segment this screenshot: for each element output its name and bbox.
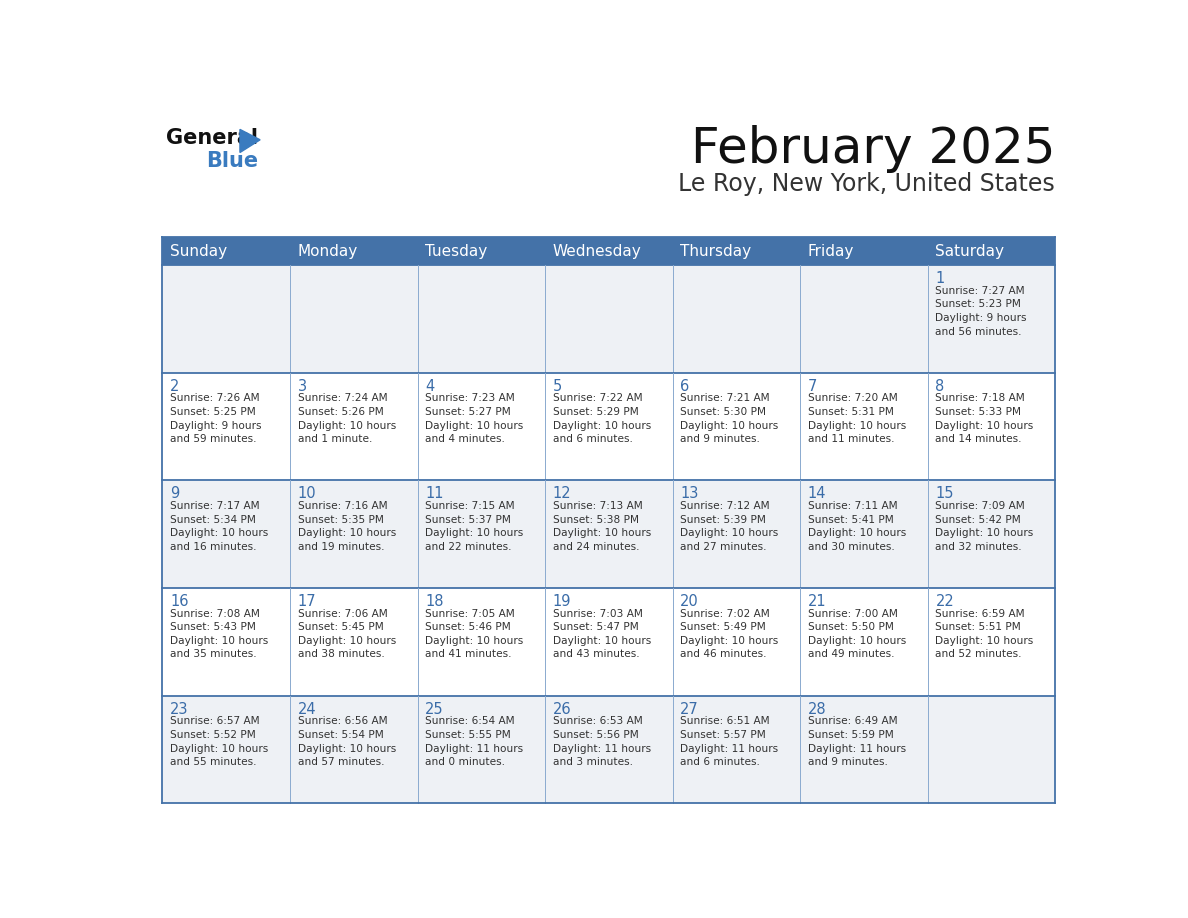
- Text: Wednesday: Wednesday: [552, 243, 642, 259]
- Text: 13: 13: [681, 487, 699, 501]
- Bar: [290, 237, 417, 265]
- Text: 25: 25: [425, 701, 444, 717]
- Text: 4: 4: [425, 379, 435, 394]
- Text: Sunrise: 7:18 AM
Sunset: 5:33 PM
Daylight: 10 hours
and 14 minutes.: Sunrise: 7:18 AM Sunset: 5:33 PM Dayligh…: [935, 394, 1034, 444]
- Text: 15: 15: [935, 487, 954, 501]
- Text: 14: 14: [808, 487, 827, 501]
- Text: Friday: Friday: [808, 243, 854, 259]
- Text: 19: 19: [552, 594, 571, 609]
- Text: 5: 5: [552, 379, 562, 394]
- Polygon shape: [240, 129, 260, 152]
- Text: Sunrise: 7:05 AM
Sunset: 5:46 PM
Daylight: 10 hours
and 41 minutes.: Sunrise: 7:05 AM Sunset: 5:46 PM Dayligh…: [425, 609, 524, 659]
- Text: 18: 18: [425, 594, 444, 609]
- Text: Sunrise: 7:02 AM
Sunset: 5:49 PM
Daylight: 10 hours
and 46 minutes.: Sunrise: 7:02 AM Sunset: 5:49 PM Dayligh…: [681, 609, 778, 659]
- Text: 8: 8: [935, 379, 944, 394]
- Text: 28: 28: [808, 701, 827, 717]
- Text: February 2025: February 2025: [690, 125, 1055, 173]
- Text: Thursday: Thursday: [681, 243, 752, 259]
- Text: Sunrise: 7:11 AM
Sunset: 5:41 PM
Daylight: 10 hours
and 30 minutes.: Sunrise: 7:11 AM Sunset: 5:41 PM Dayligh…: [808, 501, 906, 552]
- Text: Sunrise: 6:57 AM
Sunset: 5:52 PM
Daylight: 10 hours
and 55 minutes.: Sunrise: 6:57 AM Sunset: 5:52 PM Dayligh…: [170, 716, 268, 767]
- Text: 22: 22: [935, 594, 954, 609]
- Text: Sunrise: 7:03 AM
Sunset: 5:47 PM
Daylight: 10 hours
and 43 minutes.: Sunrise: 7:03 AM Sunset: 5:47 PM Dayligh…: [552, 609, 651, 659]
- Bar: [545, 237, 672, 265]
- Bar: [928, 237, 1055, 265]
- Bar: [163, 373, 1055, 480]
- Text: Sunrise: 7:23 AM
Sunset: 5:27 PM
Daylight: 10 hours
and 4 minutes.: Sunrise: 7:23 AM Sunset: 5:27 PM Dayligh…: [425, 394, 524, 444]
- Text: Sunrise: 7:00 AM
Sunset: 5:50 PM
Daylight: 10 hours
and 49 minutes.: Sunrise: 7:00 AM Sunset: 5:50 PM Dayligh…: [808, 609, 906, 659]
- Text: 1: 1: [935, 271, 944, 286]
- Bar: [801, 237, 928, 265]
- Text: Sunrise: 6:54 AM
Sunset: 5:55 PM
Daylight: 11 hours
and 0 minutes.: Sunrise: 6:54 AM Sunset: 5:55 PM Dayligh…: [425, 716, 524, 767]
- Text: Monday: Monday: [298, 243, 358, 259]
- Text: 10: 10: [298, 487, 316, 501]
- Text: Sunrise: 7:27 AM
Sunset: 5:23 PM
Daylight: 9 hours
and 56 minutes.: Sunrise: 7:27 AM Sunset: 5:23 PM Dayligh…: [935, 285, 1026, 337]
- Text: Sunrise: 7:13 AM
Sunset: 5:38 PM
Daylight: 10 hours
and 24 minutes.: Sunrise: 7:13 AM Sunset: 5:38 PM Dayligh…: [552, 501, 651, 552]
- Text: Sunrise: 6:53 AM
Sunset: 5:56 PM
Daylight: 11 hours
and 3 minutes.: Sunrise: 6:53 AM Sunset: 5:56 PM Dayligh…: [552, 716, 651, 767]
- Text: Sunrise: 7:15 AM
Sunset: 5:37 PM
Daylight: 10 hours
and 22 minutes.: Sunrise: 7:15 AM Sunset: 5:37 PM Dayligh…: [425, 501, 524, 552]
- Text: 9: 9: [170, 487, 179, 501]
- Bar: [672, 237, 801, 265]
- Text: Sunday: Sunday: [170, 243, 227, 259]
- Text: 7: 7: [808, 379, 817, 394]
- Bar: [163, 237, 290, 265]
- Text: Sunrise: 7:22 AM
Sunset: 5:29 PM
Daylight: 10 hours
and 6 minutes.: Sunrise: 7:22 AM Sunset: 5:29 PM Dayligh…: [552, 394, 651, 444]
- Bar: [163, 696, 1055, 803]
- Text: 24: 24: [298, 701, 316, 717]
- Text: Sunrise: 7:06 AM
Sunset: 5:45 PM
Daylight: 10 hours
and 38 minutes.: Sunrise: 7:06 AM Sunset: 5:45 PM Dayligh…: [298, 609, 396, 659]
- Text: Sunrise: 7:21 AM
Sunset: 5:30 PM
Daylight: 10 hours
and 9 minutes.: Sunrise: 7:21 AM Sunset: 5:30 PM Dayligh…: [681, 394, 778, 444]
- Text: 23: 23: [170, 701, 189, 717]
- Bar: [163, 480, 1055, 588]
- Text: 2: 2: [170, 379, 179, 394]
- Text: Sunrise: 6:51 AM
Sunset: 5:57 PM
Daylight: 11 hours
and 6 minutes.: Sunrise: 6:51 AM Sunset: 5:57 PM Dayligh…: [681, 716, 778, 767]
- Text: Sunrise: 6:56 AM
Sunset: 5:54 PM
Daylight: 10 hours
and 57 minutes.: Sunrise: 6:56 AM Sunset: 5:54 PM Dayligh…: [298, 716, 396, 767]
- Text: 6: 6: [681, 379, 689, 394]
- Text: Sunrise: 7:12 AM
Sunset: 5:39 PM
Daylight: 10 hours
and 27 minutes.: Sunrise: 7:12 AM Sunset: 5:39 PM Dayligh…: [681, 501, 778, 552]
- Text: Tuesday: Tuesday: [425, 243, 487, 259]
- Text: Sunrise: 6:49 AM
Sunset: 5:59 PM
Daylight: 11 hours
and 9 minutes.: Sunrise: 6:49 AM Sunset: 5:59 PM Dayligh…: [808, 716, 906, 767]
- Text: Sunrise: 7:26 AM
Sunset: 5:25 PM
Daylight: 9 hours
and 59 minutes.: Sunrise: 7:26 AM Sunset: 5:25 PM Dayligh…: [170, 394, 261, 444]
- Bar: [163, 588, 1055, 696]
- Text: Sunrise: 7:16 AM
Sunset: 5:35 PM
Daylight: 10 hours
and 19 minutes.: Sunrise: 7:16 AM Sunset: 5:35 PM Dayligh…: [298, 501, 396, 552]
- Text: 17: 17: [298, 594, 316, 609]
- Text: Sunrise: 7:20 AM
Sunset: 5:31 PM
Daylight: 10 hours
and 11 minutes.: Sunrise: 7:20 AM Sunset: 5:31 PM Dayligh…: [808, 394, 906, 444]
- Text: Sunrise: 7:17 AM
Sunset: 5:34 PM
Daylight: 10 hours
and 16 minutes.: Sunrise: 7:17 AM Sunset: 5:34 PM Dayligh…: [170, 501, 268, 552]
- Text: 21: 21: [808, 594, 827, 609]
- Text: 20: 20: [681, 594, 699, 609]
- Text: Sunrise: 7:09 AM
Sunset: 5:42 PM
Daylight: 10 hours
and 32 minutes.: Sunrise: 7:09 AM Sunset: 5:42 PM Dayligh…: [935, 501, 1034, 552]
- Text: Saturday: Saturday: [935, 243, 1005, 259]
- Text: Sunrise: 7:24 AM
Sunset: 5:26 PM
Daylight: 10 hours
and 1 minute.: Sunrise: 7:24 AM Sunset: 5:26 PM Dayligh…: [298, 394, 396, 444]
- Text: Sunrise: 7:08 AM
Sunset: 5:43 PM
Daylight: 10 hours
and 35 minutes.: Sunrise: 7:08 AM Sunset: 5:43 PM Dayligh…: [170, 609, 268, 659]
- Text: 12: 12: [552, 487, 571, 501]
- Text: 16: 16: [170, 594, 189, 609]
- Text: 3: 3: [298, 379, 307, 394]
- Text: General: General: [166, 128, 258, 148]
- Bar: [417, 237, 545, 265]
- Bar: [163, 265, 1055, 373]
- Text: 26: 26: [552, 701, 571, 717]
- Text: Sunrise: 6:59 AM
Sunset: 5:51 PM
Daylight: 10 hours
and 52 minutes.: Sunrise: 6:59 AM Sunset: 5:51 PM Dayligh…: [935, 609, 1034, 659]
- Text: Le Roy, New York, United States: Le Roy, New York, United States: [678, 172, 1055, 196]
- Text: Blue: Blue: [207, 151, 259, 171]
- Text: 27: 27: [681, 701, 699, 717]
- Text: 11: 11: [425, 487, 444, 501]
